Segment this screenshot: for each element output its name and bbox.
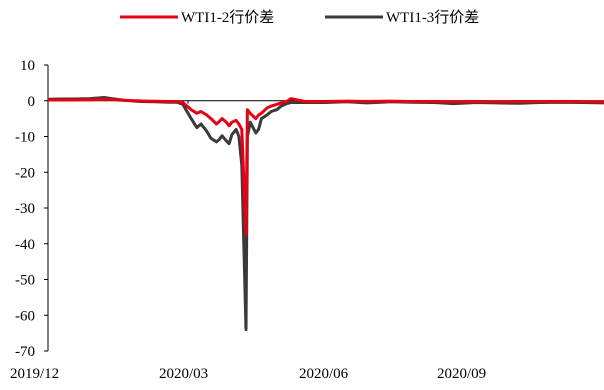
axes: 10 0 -10 -20 -30 -40 -50 -60 -70 2019/12 2020/03 20… — [10, 58, 604, 382]
y-tick-label: 10 — [20, 58, 35, 74]
y-tick-label: -40 — [15, 237, 35, 253]
y-tick-label: -30 — [15, 201, 35, 217]
legend: WTI1-2行价差 WTI1-3行价差 — [120, 9, 479, 26]
y-tick-label: -10 — [15, 130, 35, 146]
y-tick-label: -20 — [15, 165, 35, 181]
legend-label-wti-1-2: WTI1-2行价差 — [181, 9, 274, 26]
y-tick-label: -60 — [15, 308, 35, 324]
series-line-wti1-3 — [49, 98, 604, 330]
series-line-wti1-2 — [49, 99, 604, 235]
x-tick-label: 2020/06 — [299, 366, 349, 382]
y-tick-label: 0 — [28, 94, 36, 110]
x-tick-label: 2020/09 — [437, 366, 486, 382]
series-group — [49, 98, 604, 330]
legend-label-wti-1-3: WTI1-3行价差 — [386, 9, 479, 26]
y-tick-label: -70 — [15, 344, 35, 360]
y-tick-label: -50 — [15, 273, 35, 289]
x-tick-label: 2019/12 — [10, 366, 59, 382]
x-tick-label: 2020/03 — [159, 366, 208, 382]
